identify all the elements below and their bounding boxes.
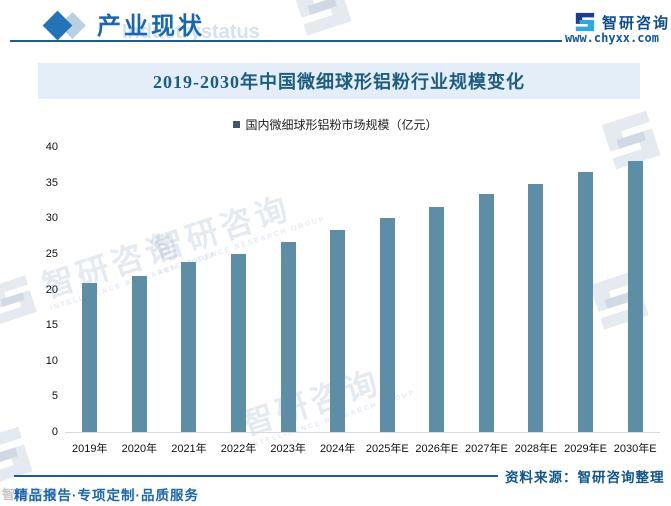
bar-2019年 xyxy=(82,283,98,432)
bar-2030年E xyxy=(627,160,643,432)
bar-slot xyxy=(362,147,412,432)
footer-services: 精品报告·专项定制·品质服务 xyxy=(14,488,199,503)
bar-slot xyxy=(115,147,165,432)
x-tick-label: 2022年 xyxy=(220,443,257,455)
bar-slot xyxy=(214,147,264,432)
bar-2020年 xyxy=(131,275,147,432)
brand-url: www.chyxx.com xyxy=(565,31,659,45)
bar-slot xyxy=(412,147,462,432)
y-tick-label: 40 xyxy=(45,141,58,153)
bar-slot xyxy=(313,147,363,432)
y-axis: 0 5 10 15 20 25 30 35 40 xyxy=(28,141,58,438)
x-tick-label: 2027年E xyxy=(465,443,508,455)
x-tick-label: 2019年 xyxy=(72,443,108,455)
zhiyan-logo-icon xyxy=(575,12,595,32)
y-tick-label: 0 xyxy=(51,426,58,438)
bar-slot xyxy=(263,147,313,432)
data-source: 资料来源：智研咨询整理 xyxy=(505,470,665,485)
y-tick-label: 30 xyxy=(45,212,58,225)
y-tick-label: 15 xyxy=(45,319,58,332)
bar-slot xyxy=(511,147,561,432)
header-divider xyxy=(10,40,562,42)
zhiyan-logo-icon xyxy=(574,11,596,33)
bar-2029年E xyxy=(578,171,594,432)
brand-name: 智研咨询 xyxy=(602,14,671,32)
x-tick-label: 2028年E xyxy=(514,443,558,455)
y-tick-label: 25 xyxy=(45,247,58,260)
x-axis-line xyxy=(65,432,660,433)
bar-2023年 xyxy=(280,241,296,432)
bar-slot xyxy=(462,147,512,432)
bar-2026年E xyxy=(429,206,445,432)
bar-2028年E xyxy=(528,184,544,432)
x-axis: 2019年 2020年 2021年 2022年 2023年 2024年 2025年E 2026… xyxy=(65,440,660,456)
plot-area xyxy=(65,147,660,432)
bar-slot xyxy=(610,147,660,432)
bar-2021年 xyxy=(181,262,197,432)
section-diamond-icon xyxy=(42,10,90,41)
x-tick-label: 2020年 xyxy=(121,443,158,455)
x-tick-label: 2025年E xyxy=(365,443,409,455)
header-watermark-text: Industrystatus xyxy=(122,21,260,43)
chart-legend: 国内微细球形铝粉市场规模（亿元） xyxy=(0,116,671,133)
x-tick-label: 2024年 xyxy=(319,443,356,455)
chart-title: 2019-2030年中国微细球形铝粉行业规模变化 xyxy=(38,63,640,99)
y-tick-label: 10 xyxy=(45,354,58,367)
section-title: 产业现状 xyxy=(97,13,205,40)
bar-slot xyxy=(65,147,115,432)
x-tick-label: 2026年E xyxy=(415,443,459,455)
legend-marker-icon xyxy=(233,121,241,128)
legend-label: 国内微细球形铝粉市场规模（亿元） xyxy=(245,118,438,132)
bar-slot xyxy=(561,147,611,432)
y-tick-label: 35 xyxy=(45,176,58,189)
y-tick-label: 20 xyxy=(45,283,58,296)
bar-2027年E xyxy=(478,194,494,432)
x-tick-label: 2030年E xyxy=(613,443,657,455)
bar-2022年 xyxy=(231,253,247,432)
bar-2025年E xyxy=(379,218,395,432)
zhiyan-logo-icon xyxy=(292,0,352,36)
brand-logo: 智研咨询 xyxy=(574,11,670,33)
bar-slot xyxy=(164,147,214,432)
x-tick-label: 2021年 xyxy=(171,443,207,455)
x-tick-label: 2023年 xyxy=(270,443,306,455)
footer-watermark: 智研咨询 xyxy=(2,487,59,502)
x-tick-label: 2029年E xyxy=(564,443,607,455)
bar-2024年 xyxy=(330,229,346,432)
footer-divider xyxy=(14,475,498,477)
y-tick-label: 5 xyxy=(51,390,58,403)
